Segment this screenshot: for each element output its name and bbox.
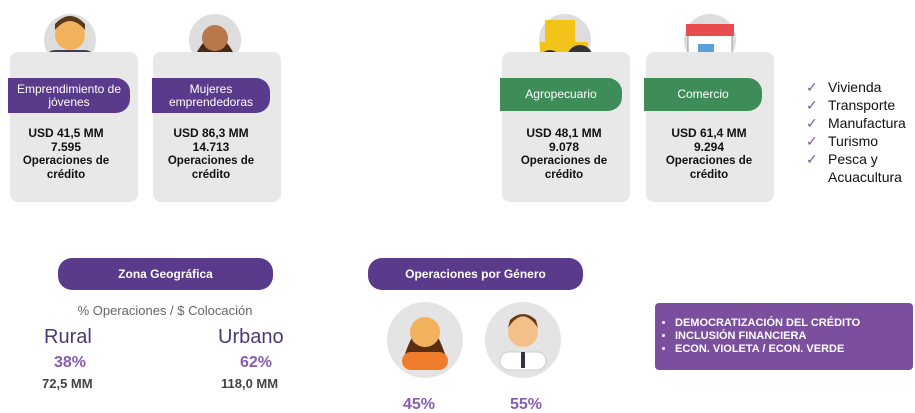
card-label: Mujeres emprendedoras [152, 78, 270, 113]
count: 9.294 [693, 140, 725, 154]
geo-subtitle: % Operaciones / $ Colocación [77, 303, 253, 318]
sector: Manufactura [806, 114, 915, 132]
zone-pct: 62% [240, 354, 273, 371]
card-label: Agropecuario [500, 78, 622, 111]
icon-male [485, 302, 561, 378]
card-text: USD 61,4 MM 9.294 Operaciones de crédito [645, 126, 773, 182]
card-text: USD 86,3 MM 14.713 Operaciones de crédito [147, 126, 275, 182]
desc: Operaciones de crédito [520, 155, 608, 181]
zone-pct: 38% [54, 354, 87, 371]
card [153, 52, 281, 202]
zone-amount: 118,0 MM [221, 376, 279, 391]
sector-list: Vivienda Transporte Manufactura Turismo … [806, 78, 915, 186]
gender-title: Operaciones por Género [368, 258, 583, 290]
pillars-box: DEMOCRATIZACIÓN DEL CRÉDITO INCLUSIÓN FI… [655, 303, 913, 370]
card-text: USD 41,5 MM 7.595 Operaciones de crédito [2, 126, 130, 182]
amount: USD 41,5 MM [28, 126, 104, 140]
sector: Pesca y Acuacultura [806, 150, 915, 186]
amount: USD 48,1 MM [526, 126, 602, 140]
card-label: Comercio [644, 78, 762, 111]
zone-name: Urbano [218, 326, 284, 348]
pillar-list: DEMOCRATIZACIÓN DEL CRÉDITO INCLUSIÓN FI… [675, 317, 913, 356]
desc: Operaciones de crédito [167, 155, 255, 181]
count: 7.595 [50, 140, 82, 154]
pillar: INCLUSIÓN FINANCIERA [675, 330, 913, 343]
gender-pct: 55% [510, 396, 543, 413]
card [502, 52, 630, 202]
card-label: Emprendimiento de jóvenes [8, 78, 130, 113]
zone-name: Rural [44, 326, 92, 348]
card [646, 52, 774, 202]
sector: Vivienda [806, 78, 915, 96]
zone-amount: 72,5 MM [42, 376, 93, 391]
count: 9.078 [548, 140, 580, 154]
geo-title: Zona Geográfica [58, 258, 273, 290]
gender-pct: 45% [403, 396, 436, 413]
count: 14.713 [192, 140, 230, 154]
amount: USD 61,4 MM [671, 126, 747, 140]
sector: Turismo [806, 132, 915, 150]
pillar: ECON. VIOLETA / ECON. VERDE [675, 343, 913, 356]
desc: Operaciones de crédito [22, 155, 110, 181]
card [10, 52, 138, 202]
sector: Transporte [806, 96, 915, 114]
card-text: USD 48,1 MM 9.078 Operaciones de crédito [500, 126, 628, 182]
desc: Operaciones de crédito [665, 155, 753, 181]
icon-female [387, 302, 463, 378]
pillar: DEMOCRATIZACIÓN DEL CRÉDITO [675, 317, 913, 330]
amount: USD 86,3 MM [173, 126, 249, 140]
